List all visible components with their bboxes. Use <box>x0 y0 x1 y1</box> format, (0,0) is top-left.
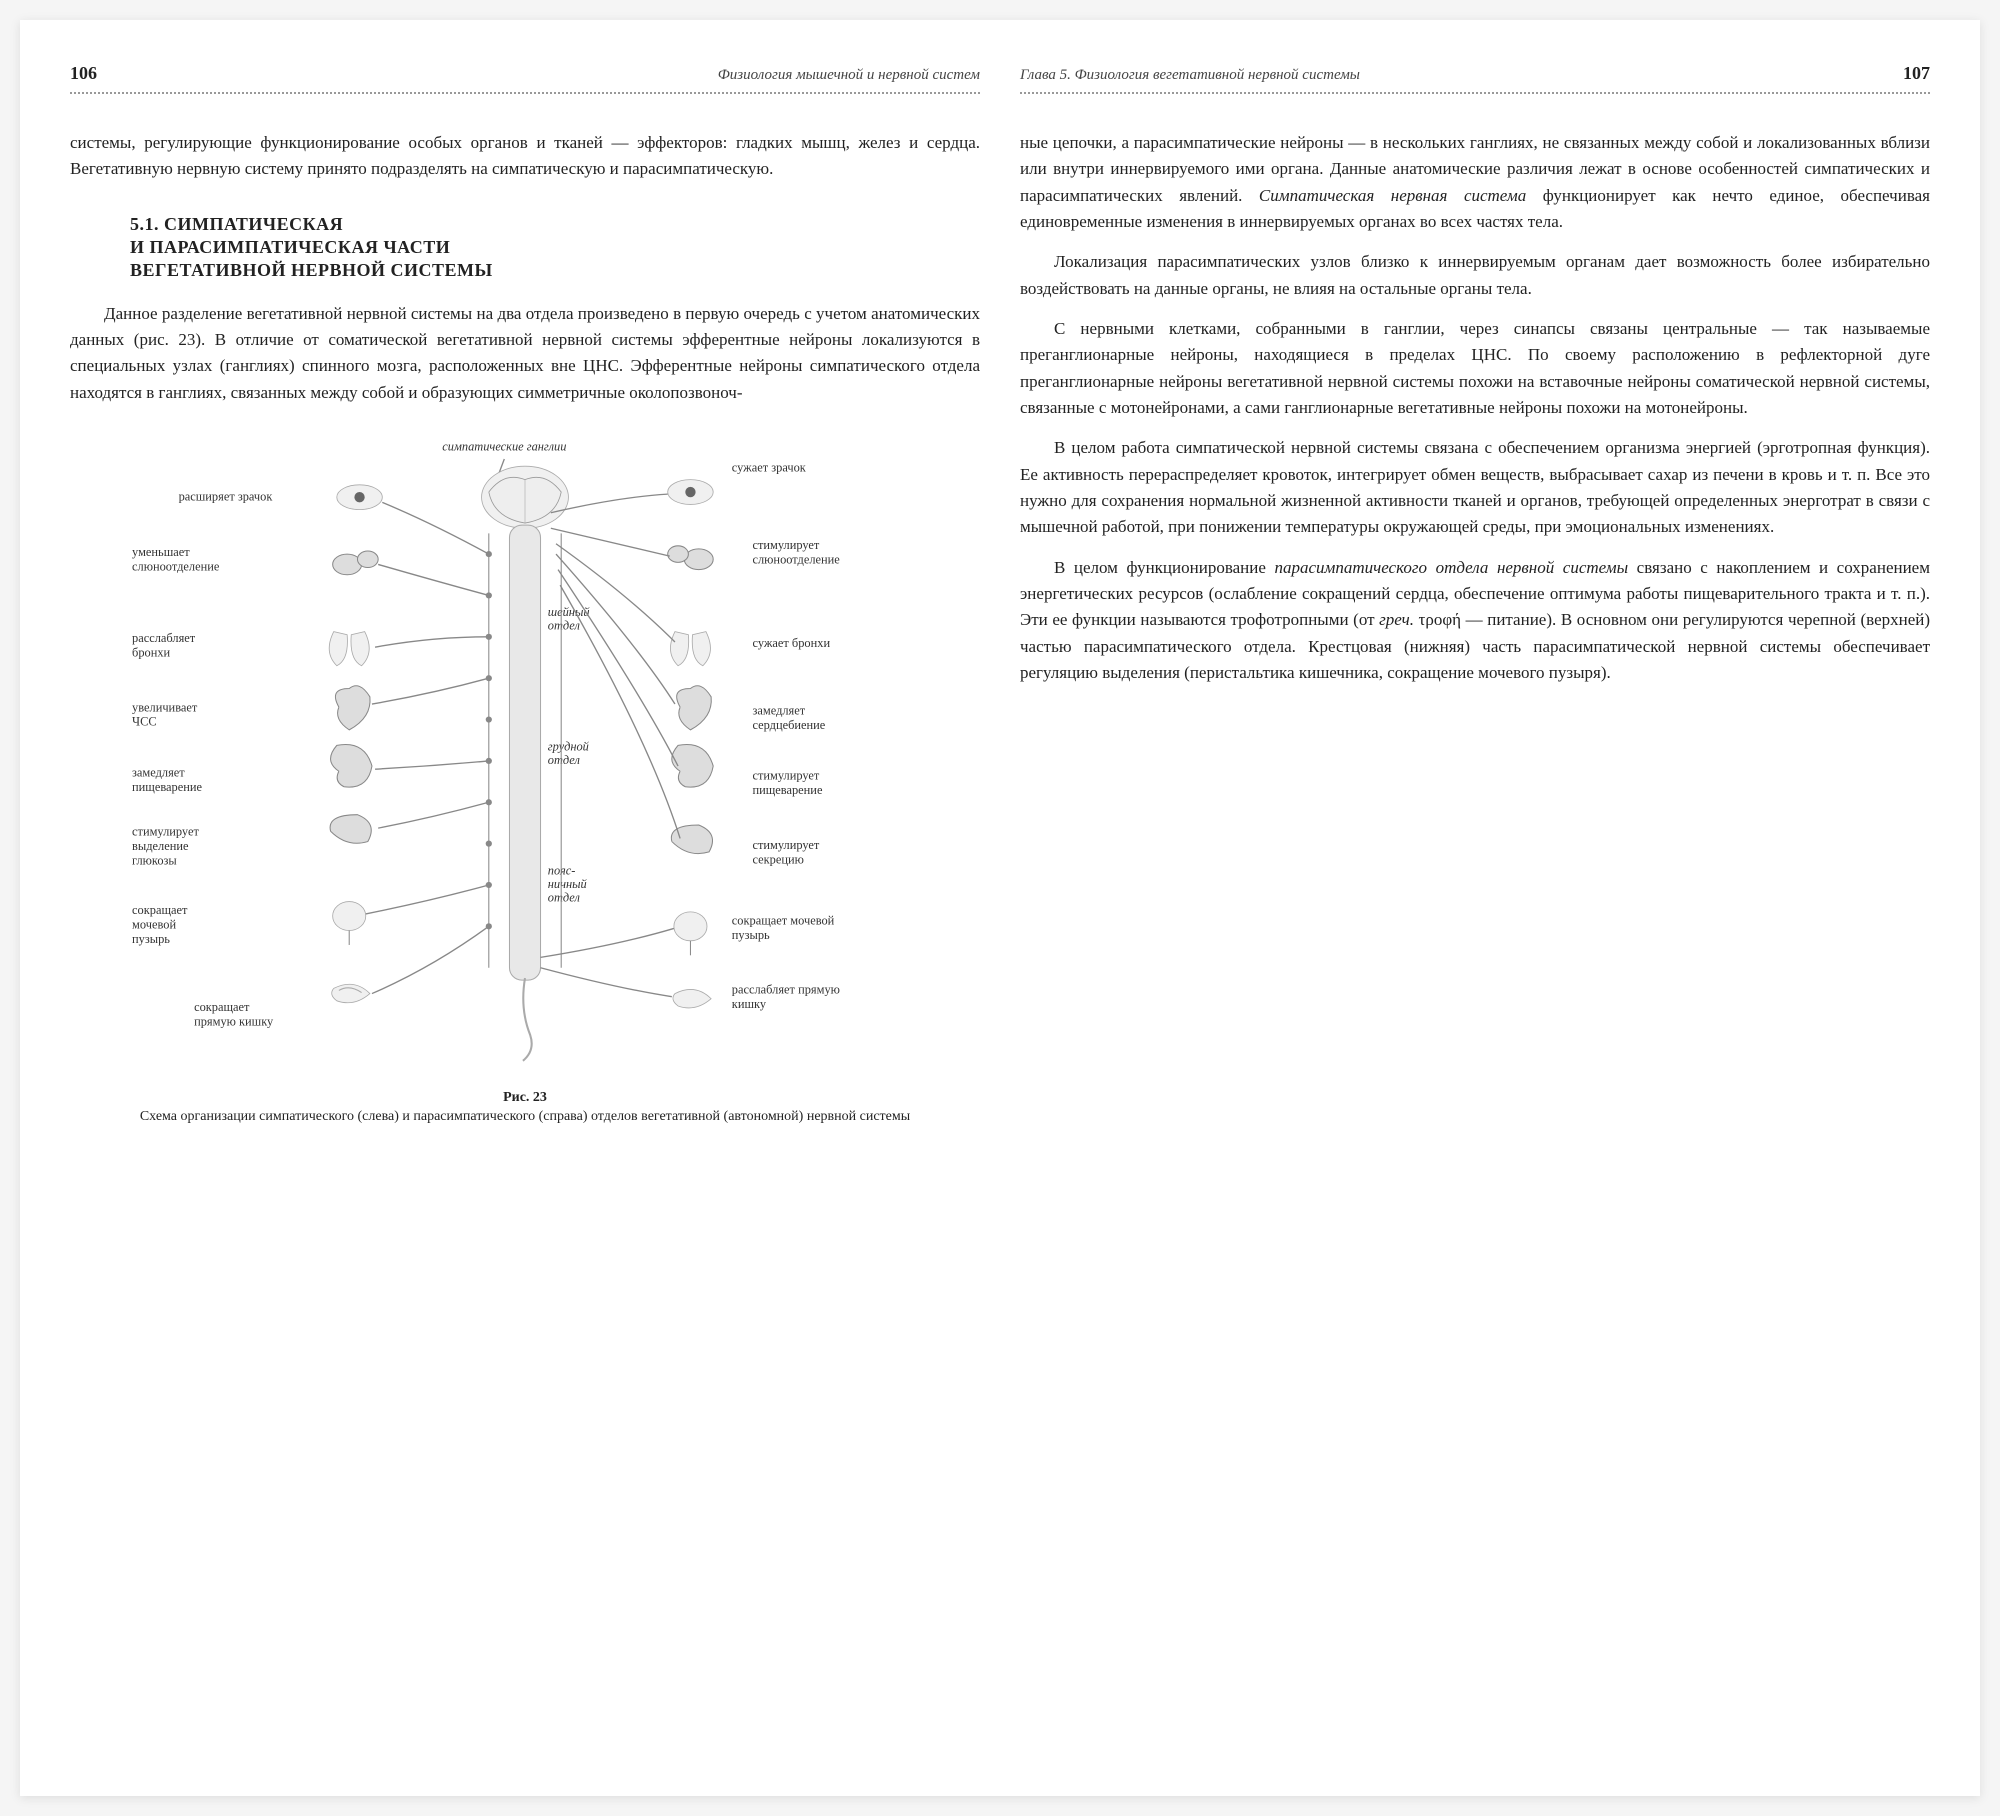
ganglia-label: симпатические ганглии <box>442 440 566 454</box>
right-intestine-icon <box>673 990 711 1009</box>
section-line-1: СИМПАТИЧЕСКАЯ <box>164 214 343 234</box>
left-label-0: расширяет зрачок <box>179 489 274 503</box>
left-salivary-icon <box>333 551 378 575</box>
spinal-cord <box>509 525 540 980</box>
right-label-6: сокращает мочевойпузырь <box>732 913 835 941</box>
left-label-6: сокращаетмочевойпузырь <box>132 903 188 946</box>
brain-icon <box>482 466 569 528</box>
figure-caption: Рис. 23 Схема организации симпатического… <box>70 1088 980 1127</box>
left-eye-icon <box>337 485 382 510</box>
right-label-5: стимулируетсекрецию <box>752 838 819 866</box>
right-label-2: сужает бронхи <box>752 636 830 650</box>
left-label-5: стимулируетвыделениеглюкозы <box>132 824 199 867</box>
left-label-4: замедляетпищеварение <box>132 766 202 794</box>
running-head: Физиология мышечной и нервной систем <box>718 64 980 87</box>
left-liver-icon <box>330 815 371 844</box>
left-intestine-icon <box>332 984 370 1003</box>
left-label-2: расслабляетбронхи <box>132 631 196 659</box>
page-106: 106 Физиология мышечной и нервной систем… <box>70 60 980 1756</box>
autonomic-ns-svg: симпатические ганглии шейныйотдел грудно… <box>70 430 980 1071</box>
section-line-2: И ПАРАСИМПАТИЧЕСКАЯ ЧАСТИ <box>130 237 450 257</box>
left-stomach-icon <box>331 745 372 788</box>
p107-para-4: В целом работа симпатической нервной сис… <box>1020 435 1930 540</box>
left-bladder-icon <box>333 902 366 945</box>
p107-para-1: ные цепочки, а парасимпатические нейроны… <box>1020 130 1930 235</box>
left-label-3: увеличиваетЧСС <box>132 700 198 728</box>
right-label-7: расслабляет прямуюкишку <box>732 983 840 1011</box>
page-header-right: Глава 5. Физиология вегетативной нервной… <box>1020 60 1930 94</box>
running-head: Глава 5. Физиология вегетативной нервной… <box>1020 64 1360 87</box>
book-spread: 106 Физиология мышечной и нервной систем… <box>20 20 1980 1796</box>
left-label-1: уменьшаетслюноотделение <box>132 545 220 573</box>
right-label-0: сужает зрачок <box>732 460 807 474</box>
left-heart-icon <box>335 686 370 730</box>
figure-label: Рис. 23 <box>503 1090 547 1105</box>
left-label-7: сокращаетпрямую кишку <box>194 1000 274 1028</box>
section-heading: 5.1. СИМПАТИЧЕСКАЯ И ПАРАСИМПАТИЧЕСКАЯ Ч… <box>130 213 980 283</box>
right-lungs-icon <box>670 632 710 666</box>
figure-caption-text: Схема организации симпатического (слева)… <box>140 1109 910 1124</box>
body-paragraph-1: Данное разделение вегетативной нервной с… <box>70 301 980 406</box>
lumbar-label: пояс-ничныйотдел <box>548 864 588 905</box>
p107-para-5: В целом функционирование парасимпатическ… <box>1020 555 1930 687</box>
page-header-left: 106 Физиология мышечной и нервной систем <box>70 60 980 94</box>
p107-para-2: Локализация парасимпатических узлов близ… <box>1020 249 1930 302</box>
right-heart-icon <box>677 686 712 730</box>
p107-para-3: С нервными клетками, собранными в гангли… <box>1020 316 1930 421</box>
right-label-1: стимулируетслюноотделение <box>752 538 840 566</box>
figure-23-diagram: симпатические ганглии шейныйотдел грудно… <box>70 430 980 1127</box>
section-line-3: ВЕГЕТАТИВНОЙ НЕРВНОЙ СИСТЕМЫ <box>130 260 493 280</box>
thoracic-label: груднойотдел <box>548 740 590 767</box>
right-bladder-icon <box>674 912 707 955</box>
right-label-3: замедляетсердцебиение <box>752 703 825 731</box>
page-107: Глава 5. Физиология вегетативной нервной… <box>1020 60 1930 1756</box>
page-number: 106 <box>70 60 97 88</box>
right-label-4: стимулируетпищеварение <box>752 769 822 797</box>
page-number: 107 <box>1903 60 1930 88</box>
right-eye-icon <box>668 480 713 505</box>
intro-paragraph: системы, регулирующие функционирование о… <box>70 130 980 183</box>
right-salivary-icon <box>668 546 713 570</box>
section-number: 5.1. <box>130 214 159 234</box>
left-lungs-icon <box>329 632 369 666</box>
